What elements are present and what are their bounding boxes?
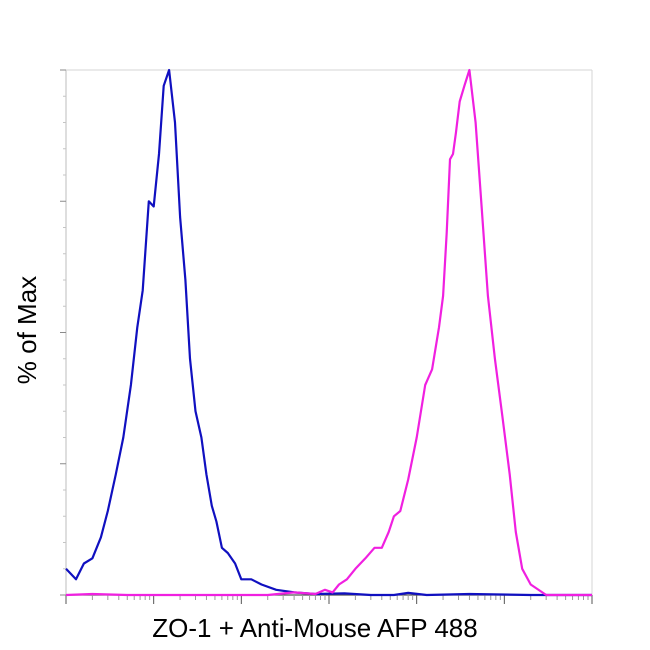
series-layer — [65, 68, 592, 597]
series-2-line — [65, 68, 592, 597]
x-axis-label: ZO-1 + Anti-Mouse AFP 488 — [152, 613, 477, 643]
y-axis-label: % of Max — [12, 276, 42, 384]
axis-ticks — [60, 69, 593, 604]
series-1-line — [65, 68, 592, 597]
